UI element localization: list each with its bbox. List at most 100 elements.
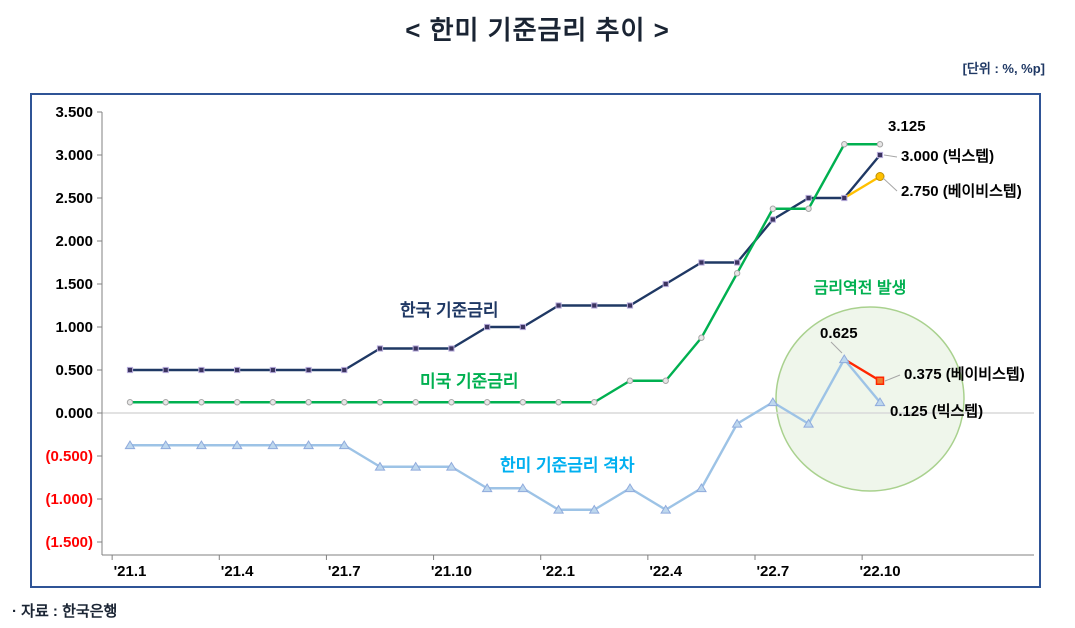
x-tick-label: '21.4: [221, 563, 254, 580]
us-point-marker: [519, 399, 527, 406]
annotation-gap-baby-value: 0.375 (베이비스텝): [904, 365, 1025, 383]
gap-point-marker: [624, 483, 636, 493]
annotation-korea-end-value: 3.000 (빅스텝): [901, 147, 994, 165]
korea-point-marker: [412, 345, 419, 352]
gap-point-marker: [517, 483, 529, 493]
leader-line-1: [882, 177, 898, 192]
x-tick-label: '22.1: [542, 563, 575, 580]
annotation-gap-big-value: 0.125 (빅스텝): [890, 402, 983, 420]
korea-point-marker: [448, 345, 455, 352]
gap-point-marker: [553, 504, 565, 514]
korea-point-marker: [734, 259, 741, 266]
x-tick-label: '22.4: [649, 563, 682, 580]
x-tick-label: '22.10: [859, 563, 900, 580]
us-point-marker: [126, 399, 134, 406]
gap-point-marker: [124, 440, 136, 450]
gap-point-marker: [481, 483, 493, 493]
unit-label: [단위 : %, %p]: [962, 61, 1045, 76]
us-point-marker: [448, 399, 455, 406]
gap-point-marker: [338, 440, 350, 450]
us-point-marker: [591, 399, 598, 406]
gap-point-marker: [731, 418, 743, 428]
leader-line-0: [883, 154, 898, 158]
korea-baby-step-end-marker: [875, 172, 885, 181]
annotation-korea-baby-value: 2.750 (베이비스텝): [901, 182, 1022, 200]
series-line-us: [130, 143, 880, 404]
gap-point-marker: [231, 440, 243, 450]
gap-baby-step-end-marker: [875, 376, 885, 385]
korea-point-marker: [198, 366, 205, 374]
korea-point-marker: [126, 366, 134, 374]
chart-frame: 3.500 3.000 2.500 2.000 1.500 1.000 0.500 0.000…: [30, 93, 1041, 588]
inversion-circle: [775, 306, 965, 492]
x-tick-label: '21.7: [328, 563, 361, 580]
korea-point-marker: [305, 366, 312, 374]
korea-point-marker: [484, 323, 491, 331]
us-point-marker: [841, 141, 848, 148]
gap-point-marker: [374, 461, 386, 471]
korea-point-marker: [662, 280, 669, 288]
korea-point-marker: [234, 366, 241, 374]
x-tick-label: '21.10: [431, 563, 472, 580]
series-line-gap: [130, 358, 881, 511]
us-point-marker: [483, 399, 491, 406]
annotation-us-end-value: 3.125: [888, 118, 926, 135]
source-note: · 자료 : 한국은행: [12, 603, 118, 620]
korea-point-marker: [341, 366, 348, 374]
korea-point-marker: [591, 302, 598, 309]
us-point-marker: [162, 399, 169, 406]
y-tick-label: 3.500: [55, 104, 93, 121]
us-point-marker: [555, 399, 562, 406]
korea-point-marker: [519, 323, 526, 331]
y-tick-label: (1.500): [45, 534, 93, 551]
gap-point-marker: [660, 504, 672, 514]
y-tick-label: (0.500): [45, 448, 93, 465]
gap-point-marker: [410, 461, 422, 471]
us-point-marker: [341, 399, 348, 406]
korea-point-marker: [841, 194, 848, 202]
us-point-marker: [876, 141, 884, 148]
x-tick-label: '22.7: [756, 563, 789, 580]
gap-point-marker: [588, 504, 600, 514]
gap-point-marker: [874, 397, 886, 407]
korea-point-marker: [555, 302, 562, 309]
annotation-gap-peak-value: 0.625: [820, 325, 858, 342]
us-point-marker: [733, 270, 741, 277]
us-point-marker: [198, 399, 205, 406]
series-line-korea: [130, 154, 881, 372]
series-label-korea: 한국 기준금리: [400, 301, 499, 320]
korea-point-marker: [376, 345, 384, 352]
gap-point-marker: [303, 440, 315, 450]
gap-point-marker: [445, 461, 457, 471]
y-tick-label: 0.000: [55, 405, 93, 422]
scenario-line-korea-baby-step: [843, 175, 881, 200]
korea-point-marker: [626, 302, 634, 309]
leader-line-3: [830, 341, 843, 354]
us-point-marker: [805, 205, 812, 212]
us-point-marker: [376, 399, 384, 406]
series-label-gap: 한미 기준금리 격차: [500, 456, 635, 475]
gap-point-marker: [838, 354, 850, 364]
y-tick-label: 1.500: [55, 276, 93, 293]
y-tick-label: (1.000): [45, 491, 93, 508]
y-tick-label: 0.500: [55, 362, 93, 379]
y-tick-label: 2.500: [55, 190, 93, 207]
us-point-marker: [662, 377, 669, 384]
korea-point-marker: [805, 194, 812, 202]
us-point-marker: [769, 205, 777, 212]
gap-point-marker: [695, 483, 707, 493]
us-point-marker: [412, 399, 419, 406]
us-point-marker: [269, 399, 277, 406]
us-point-marker: [626, 377, 634, 384]
us-point-marker: [233, 399, 241, 406]
leader-line-2: [884, 374, 901, 382]
page-title: < 한미 기준금리 추이 >: [405, 15, 670, 45]
korea-point-marker: [698, 259, 705, 266]
gap-point-marker: [267, 440, 279, 450]
gap-point-marker: [803, 418, 815, 428]
y-tick-label: 1.000: [55, 319, 93, 336]
scenario-line-gap-baby-step: [843, 358, 881, 382]
korea-point-marker: [162, 366, 169, 374]
annotation-inversion-label: 금리역전 발생: [814, 279, 907, 297]
